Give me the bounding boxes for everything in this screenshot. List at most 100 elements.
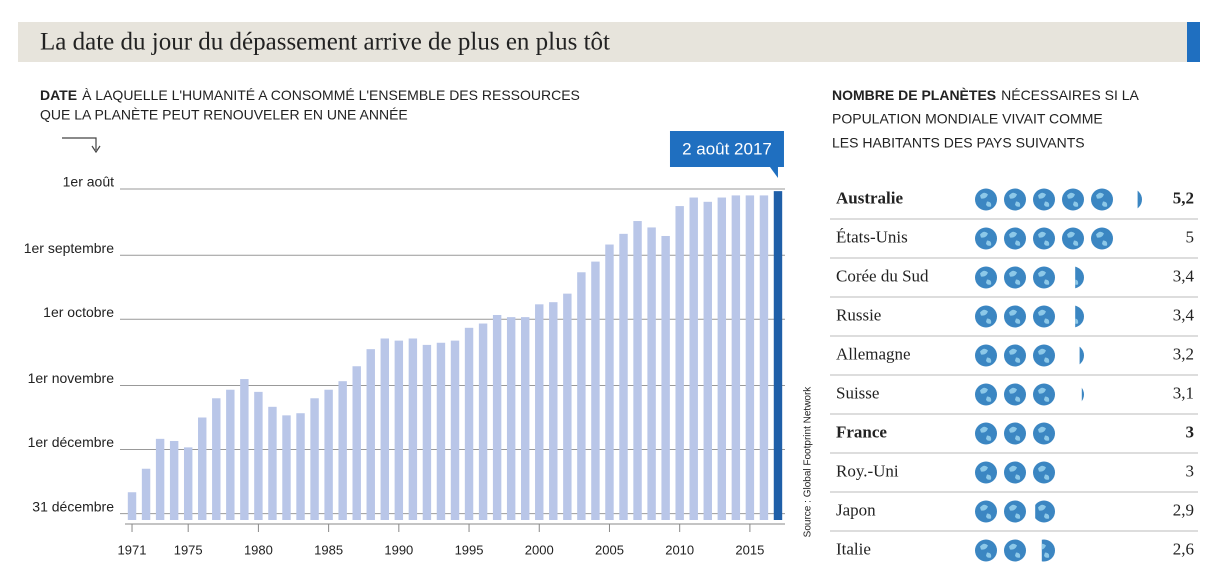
bar xyxy=(282,415,291,520)
page-title: La date du jour du dépassement arrive de… xyxy=(40,29,610,56)
planet-icon xyxy=(1091,188,1113,211)
bar xyxy=(647,227,656,520)
planet-land xyxy=(1075,279,1079,285)
planet-icon xyxy=(1004,266,1026,289)
bar xyxy=(591,261,600,520)
bar xyxy=(619,233,628,520)
value-label: 3,4 xyxy=(1173,266,1195,285)
bar xyxy=(717,197,727,520)
planet-land xyxy=(1009,192,1021,207)
planet-icon xyxy=(975,461,997,484)
planet-land xyxy=(980,426,992,441)
planet-land xyxy=(1009,309,1021,324)
bar xyxy=(338,381,347,520)
bar xyxy=(198,417,207,520)
planet-icon xyxy=(1033,227,1055,250)
planet-icon xyxy=(975,227,997,250)
planet-land xyxy=(1038,231,1050,246)
planet-row xyxy=(975,539,1055,562)
annotation-pointer xyxy=(769,167,778,178)
planet-icon xyxy=(1004,188,1026,211)
bar xyxy=(745,195,755,521)
planet-land xyxy=(1038,387,1050,402)
bar xyxy=(661,235,670,520)
planet-icon xyxy=(1062,227,1084,250)
planet-land xyxy=(1125,193,1136,207)
y-tick-label: 1er octobre xyxy=(43,304,114,320)
bar xyxy=(478,323,488,520)
bar xyxy=(324,389,333,520)
planet-land xyxy=(980,309,992,324)
bar xyxy=(310,398,319,520)
planet-row xyxy=(975,344,1084,367)
bar xyxy=(155,438,165,520)
value-label: 3 xyxy=(1186,422,1195,441)
bar xyxy=(127,492,137,520)
y-tick-label: 1er août xyxy=(63,174,114,190)
bar xyxy=(731,195,741,521)
country-label: Allemagne xyxy=(836,344,911,363)
value-label: 2,6 xyxy=(1173,539,1194,558)
bar xyxy=(521,317,530,520)
x-tick-label: 1971 xyxy=(118,542,147,557)
planet-icon xyxy=(1079,346,1084,365)
bar xyxy=(689,197,698,520)
planet-land xyxy=(1041,543,1050,558)
planet-icon xyxy=(975,266,997,289)
planet-icon xyxy=(1035,500,1055,523)
value-label: 3,1 xyxy=(1173,383,1194,402)
bar xyxy=(212,398,221,520)
planet-land xyxy=(980,465,992,480)
planet-row xyxy=(975,461,1055,484)
planet-land xyxy=(1096,192,1108,207)
planet-row xyxy=(975,266,1084,289)
country-label: Italie xyxy=(836,539,871,558)
value-label: 3,2 xyxy=(1173,344,1194,363)
planet-icon xyxy=(1004,344,1026,367)
planet-icon xyxy=(1004,305,1026,328)
bar xyxy=(773,191,783,520)
panel-title-text: NÉCESSAIRES SI LA xyxy=(1001,87,1139,103)
planet-icon xyxy=(1004,227,1026,250)
planet-land xyxy=(1067,192,1079,207)
planet-icon xyxy=(1033,188,1055,211)
header-tab xyxy=(1187,22,1200,62)
panel-title: NOMBRE DE PLANÈTES NÉCESSAIRES SI LA xyxy=(832,87,1140,103)
x-tick-label: 1975 xyxy=(174,542,203,557)
bar xyxy=(408,338,418,520)
planet-land xyxy=(1038,348,1050,363)
y-tick-label: 31 décembre xyxy=(32,498,114,514)
planet-land xyxy=(1009,426,1021,441)
planet-icon xyxy=(975,305,997,328)
planet-icon xyxy=(1004,500,1026,523)
planet-land xyxy=(1009,387,1021,402)
bar xyxy=(352,366,361,520)
x-tick-label: 1980 xyxy=(244,542,273,557)
planet-land xyxy=(980,231,992,246)
bar xyxy=(380,338,389,520)
country-label: États-Unis xyxy=(836,227,908,246)
planet-icon xyxy=(1004,539,1026,562)
value-label: 3,4 xyxy=(1173,305,1195,324)
planet-land xyxy=(1038,192,1050,207)
x-tick-label: 1990 xyxy=(384,542,413,557)
x-tick-label: 2015 xyxy=(735,542,764,557)
planet-land xyxy=(980,543,992,558)
bar xyxy=(366,349,375,520)
bar xyxy=(394,340,404,520)
planet-land xyxy=(980,270,992,285)
planet-land xyxy=(1009,348,1021,363)
annotation: 2 août 2017 xyxy=(682,139,772,158)
value-label: 3 xyxy=(1186,461,1195,480)
x-tick-label: 1995 xyxy=(455,542,484,557)
country-label: Japon xyxy=(836,500,876,519)
planet-icon xyxy=(1004,383,1026,406)
planet-icon xyxy=(975,500,997,523)
bar xyxy=(605,244,614,520)
x-tick-label: 2005 xyxy=(595,542,624,557)
planet-land xyxy=(1009,504,1021,519)
x-tick-label: 1985 xyxy=(314,542,343,557)
planet-row xyxy=(975,383,1084,406)
bar xyxy=(506,317,516,520)
